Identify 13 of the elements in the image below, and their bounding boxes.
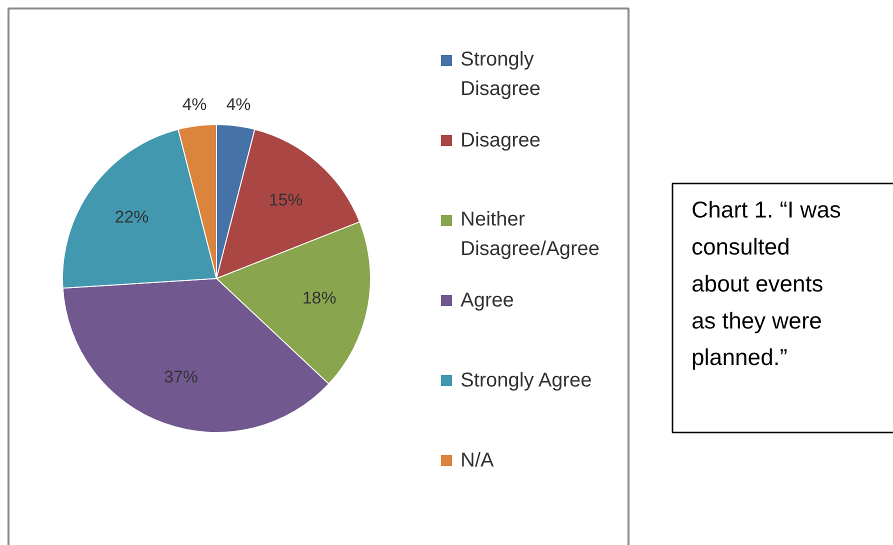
- data-label: 4%: [226, 94, 251, 114]
- caption: Chart 1. “I was consulted about events as they were planned.”: [692, 196, 842, 370]
- data-label: 18%: [302, 288, 336, 308]
- data-label: 37%: [164, 368, 198, 387]
- legend-label: Disagree: [460, 130, 541, 152]
- data-label: 22%: [114, 207, 149, 226]
- legend-label: Strongly Disagree: [460, 48, 541, 100]
- legend-label: Strongly Agree: [460, 370, 592, 392]
- legend-label: Neither Disagree/Agree: [460, 208, 600, 260]
- legend-label: Agree: [460, 290, 514, 312]
- data-label: 15%: [268, 190, 303, 210]
- data-label: 4%: [182, 94, 207, 114]
- legend-label: N/A: [460, 450, 494, 472]
